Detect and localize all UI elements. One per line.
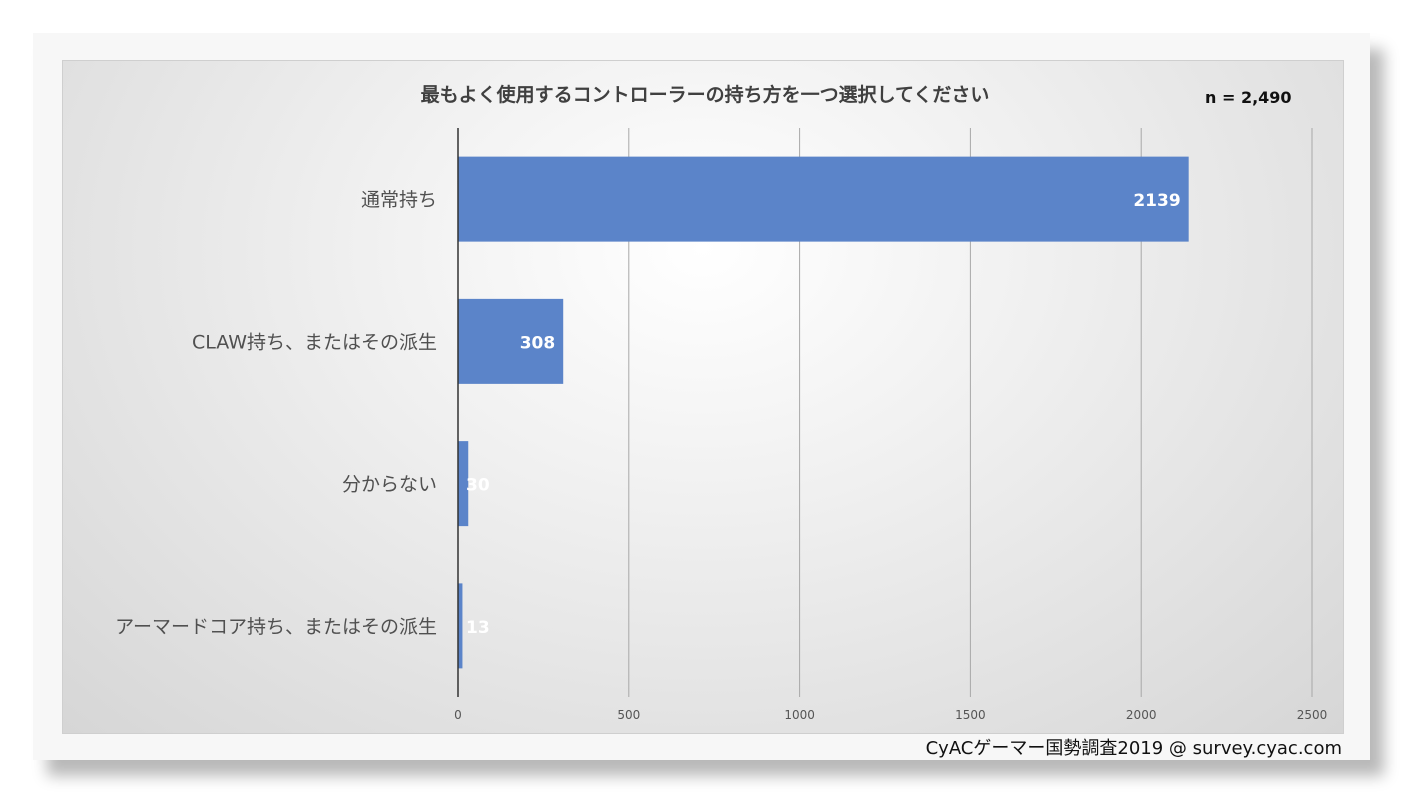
bar	[458, 156, 1189, 242]
x-tick-label: 1000	[784, 708, 815, 722]
data-label: 13	[466, 618, 490, 638]
data-label: 30	[466, 476, 490, 496]
data-label: 2139	[1133, 191, 1180, 211]
x-tick-label: 500	[617, 708, 640, 722]
x-tick-label: 2500	[1297, 708, 1328, 722]
sample-size-annotation: n = 2,490	[1205, 88, 1292, 107]
data-label: 308	[520, 333, 556, 353]
footer-credit: CyACゲーマー国勢調査2019 @ survey.cyac.com	[925, 738, 1342, 759]
bar	[458, 298, 564, 384]
bar	[458, 441, 469, 527]
x-tick-label: 0	[454, 708, 462, 722]
x-tick-label: 2000	[1126, 708, 1157, 722]
chart-title: 最もよく使用するコントローラーの持ち方を一つ選択してください	[420, 84, 990, 106]
bar	[458, 583, 463, 669]
category-label: 通常持ち	[361, 189, 437, 211]
category-label: 分からない	[342, 474, 437, 496]
x-tick-label: 1500	[955, 708, 986, 722]
category-label: CLAW持ち、またはその派生	[192, 331, 437, 353]
category-label: アーマードコア持ち、またはその派生	[115, 616, 437, 638]
